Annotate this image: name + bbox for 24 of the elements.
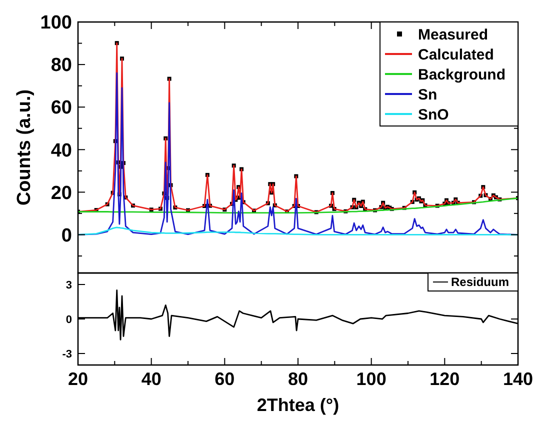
x-tick-label: 60 — [214, 369, 235, 389]
y-tick-label: 3 — [66, 279, 72, 292]
line-series — [78, 226, 518, 236]
legend-label: SnO — [418, 106, 450, 124]
legend-label: Sn — [418, 86, 438, 104]
x-tick-label: 40 — [141, 369, 162, 389]
y-tick-label: 100 — [40, 12, 72, 34]
x-tick-label: 80 — [288, 369, 308, 389]
y-tick-label: 80 — [50, 55, 72, 76]
y-tick-label: 60 — [50, 98, 72, 119]
legend-label: Residuum — [451, 275, 510, 290]
y-tick-label: -3 — [62, 348, 72, 360]
x-tick-label: 100 — [356, 369, 386, 389]
x-axis-title: 2Thtea (°) — [256, 395, 340, 415]
y-tick-label: 20 — [50, 182, 72, 204]
x-tick-label: 140 — [502, 369, 534, 389]
y-tick-label: 40 — [50, 140, 72, 162]
y-tick-label: 0 — [66, 314, 72, 326]
x-tick-label: 120 — [430, 369, 460, 389]
y-tick-label: 0 — [61, 225, 72, 246]
legend-label: Measured — [418, 26, 488, 44]
legend-label: Calculated — [418, 46, 494, 64]
legend-label: Background — [418, 66, 506, 84]
y-axis-title: Counts (a.u.) — [14, 89, 35, 206]
